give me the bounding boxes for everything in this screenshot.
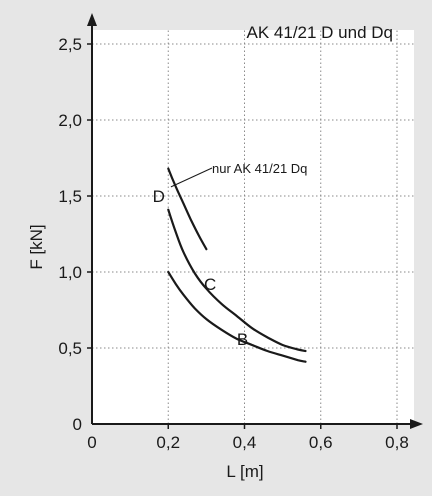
tick-labels: 0 0,2 0,4 0,6 0,8 0 0,5 1,0 1,5 2,0 2,5 <box>58 35 408 452</box>
series-label-c: C <box>204 275 216 294</box>
series-label-d: D <box>153 187 165 206</box>
annotation-label: nur AK 41/21 Dq <box>212 161 307 176</box>
y-axis-label: F [kN] <box>27 224 46 269</box>
y-tick-label: 0,5 <box>58 339 82 358</box>
series-label-b: B <box>237 330 248 349</box>
y-tick-label: 0 <box>73 415 82 434</box>
y-tick-label: 2,0 <box>58 111 82 130</box>
series-line-c <box>167 208 307 353</box>
annotation-leader-line <box>170 167 213 188</box>
grid <box>92 30 414 424</box>
y-axis-arrowhead <box>87 13 97 26</box>
chart-title: AK 41/21 D und Dq <box>247 23 393 42</box>
x-axis-arrowhead <box>410 419 423 429</box>
series-labels: D C B <box>153 187 249 349</box>
x-tick-label: 0,6 <box>309 433 333 452</box>
x-tick-label: 0,4 <box>233 433 257 452</box>
axes <box>87 13 423 429</box>
x-tick-label: 0 <box>87 433 96 452</box>
x-tick-label: 0,8 <box>385 433 409 452</box>
x-axis-label: L [m] <box>226 462 263 481</box>
series-line-b <box>167 270 307 363</box>
x-tick-label: 0,2 <box>156 433 180 452</box>
plot-area <box>92 30 414 424</box>
y-tick-label: 1,0 <box>58 263 82 282</box>
y-tick-label: 1,5 <box>58 187 82 206</box>
y-tick-label: 2,5 <box>58 35 82 54</box>
